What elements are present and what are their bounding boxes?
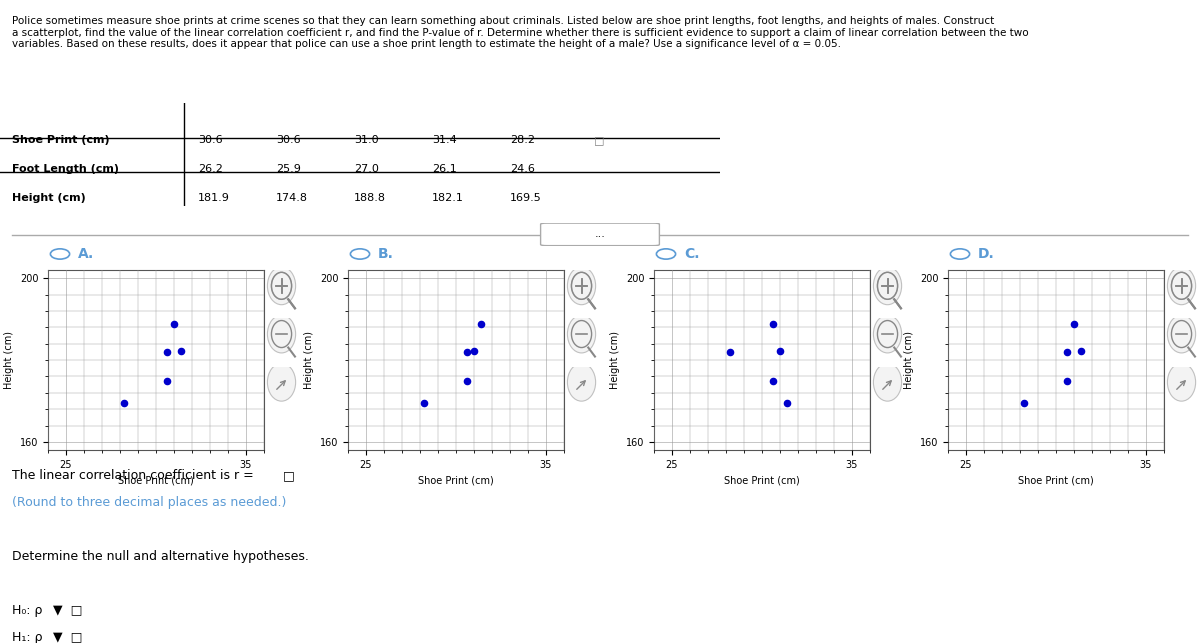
Text: A.: A. xyxy=(78,247,95,261)
Circle shape xyxy=(568,315,595,353)
Text: ▼  □: ▼ □ xyxy=(46,631,83,643)
Text: H₁: ρ: H₁: ρ xyxy=(12,631,42,643)
X-axis label: Shoe Print (cm): Shoe Print (cm) xyxy=(118,475,194,485)
Text: (Round to three decimal places as needed.): (Round to three decimal places as needed… xyxy=(12,496,287,509)
Circle shape xyxy=(1168,267,1195,305)
Point xyxy=(414,398,433,408)
Circle shape xyxy=(874,267,901,305)
X-axis label: Shoe Print (cm): Shoe Print (cm) xyxy=(724,475,800,485)
Text: C.: C. xyxy=(684,247,700,261)
Text: 28.2: 28.2 xyxy=(510,135,535,145)
Text: 27.0: 27.0 xyxy=(354,164,379,174)
Point xyxy=(164,319,184,329)
Text: 26.2: 26.2 xyxy=(198,164,223,174)
Text: 30.6: 30.6 xyxy=(276,135,301,145)
FancyArrowPatch shape xyxy=(277,381,286,389)
Circle shape xyxy=(1168,363,1195,401)
Text: 181.9: 181.9 xyxy=(198,193,230,203)
Text: The linear correlation coefficient is r =: The linear correlation coefficient is r … xyxy=(12,469,253,482)
Point xyxy=(472,319,491,329)
Text: 182.1: 182.1 xyxy=(432,193,464,203)
Point xyxy=(763,376,782,386)
Circle shape xyxy=(874,363,901,401)
Text: □: □ xyxy=(594,135,605,145)
Text: D.: D. xyxy=(978,247,995,261)
Text: 188.8: 188.8 xyxy=(354,193,386,203)
Text: 30.6: 30.6 xyxy=(198,135,223,145)
Point xyxy=(157,376,176,386)
Point xyxy=(114,398,133,408)
Circle shape xyxy=(568,363,595,401)
Text: □: □ xyxy=(283,469,294,482)
FancyArrowPatch shape xyxy=(1177,381,1186,389)
Text: Foot Length (cm): Foot Length (cm) xyxy=(12,164,119,174)
Point xyxy=(720,347,739,358)
Y-axis label: Height (cm): Height (cm) xyxy=(905,331,914,389)
Text: ▼  □: ▼ □ xyxy=(46,604,83,617)
X-axis label: Shoe Print (cm): Shoe Print (cm) xyxy=(1018,475,1094,485)
Circle shape xyxy=(268,267,295,305)
Point xyxy=(457,376,476,386)
Circle shape xyxy=(268,363,295,401)
Text: 25.9: 25.9 xyxy=(276,164,301,174)
Point xyxy=(172,347,191,357)
Text: 26.1: 26.1 xyxy=(432,164,457,174)
Text: Determine the null and alternative hypotheses.: Determine the null and alternative hypot… xyxy=(12,550,308,563)
Text: H₀: ρ: H₀: ρ xyxy=(12,604,42,617)
Point xyxy=(1064,319,1084,329)
Point xyxy=(763,319,782,329)
Text: Shoe Print (cm): Shoe Print (cm) xyxy=(12,135,109,145)
Circle shape xyxy=(268,315,295,353)
Text: Police sometimes measure shoe prints at crime scenes so that they can learn some: Police sometimes measure shoe prints at … xyxy=(12,16,1028,50)
Point xyxy=(457,347,476,358)
Point xyxy=(464,347,484,357)
Point xyxy=(1072,347,1091,357)
Text: 169.5: 169.5 xyxy=(510,193,541,203)
Y-axis label: Height (cm): Height (cm) xyxy=(611,331,620,389)
Point xyxy=(1057,347,1076,358)
Text: 24.6: 24.6 xyxy=(510,164,535,174)
Text: 174.8: 174.8 xyxy=(276,193,308,203)
Point xyxy=(1057,376,1076,386)
FancyBboxPatch shape xyxy=(541,223,660,246)
Text: Height (cm): Height (cm) xyxy=(12,193,85,203)
Point xyxy=(1014,398,1033,408)
Text: 31.0: 31.0 xyxy=(354,135,379,145)
Y-axis label: Height (cm): Height (cm) xyxy=(305,331,314,389)
X-axis label: Shoe Print (cm): Shoe Print (cm) xyxy=(418,475,494,485)
Text: B.: B. xyxy=(378,247,394,261)
Point xyxy=(770,347,790,357)
Circle shape xyxy=(874,315,901,353)
FancyArrowPatch shape xyxy=(577,381,586,389)
FancyArrowPatch shape xyxy=(883,381,892,389)
Circle shape xyxy=(1168,315,1195,353)
Point xyxy=(778,398,797,408)
Text: ...: ... xyxy=(594,230,606,239)
Circle shape xyxy=(568,267,595,305)
Y-axis label: Height (cm): Height (cm) xyxy=(5,331,14,389)
Text: 31.4: 31.4 xyxy=(432,135,457,145)
Point xyxy=(157,347,176,358)
